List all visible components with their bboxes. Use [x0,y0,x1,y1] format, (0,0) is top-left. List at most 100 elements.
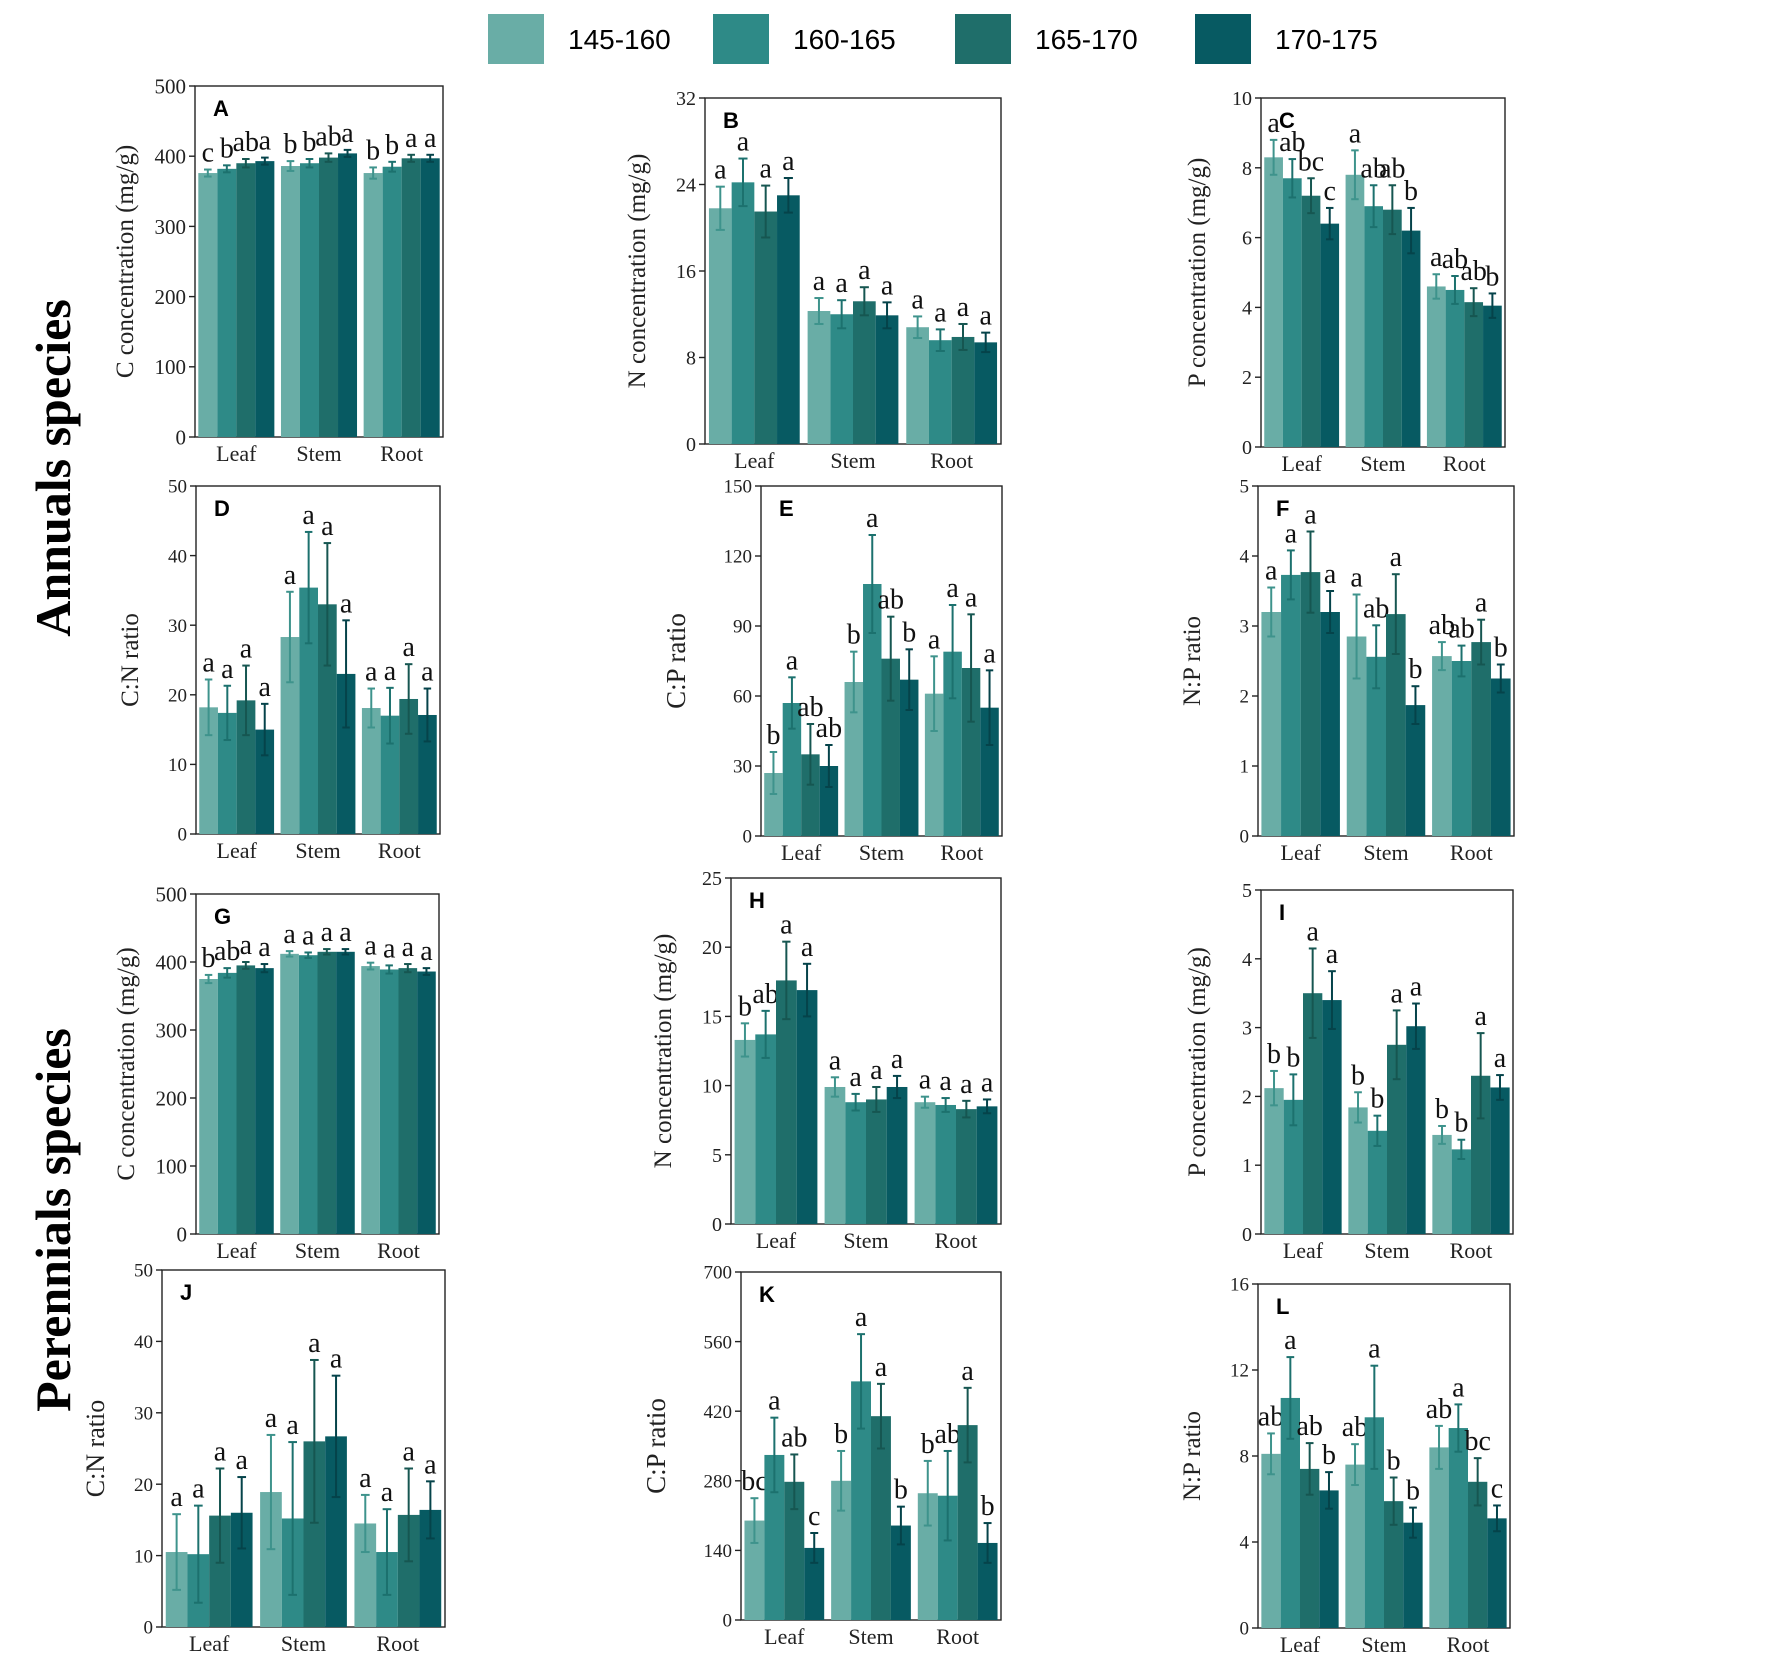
significance-letter: a [1494,1043,1507,1074]
y-tick-label: 400 [156,950,188,974]
y-tick-label: 0 [176,425,187,449]
bar-root-145-160 [1426,286,1446,447]
significance-letter: b [1322,1440,1336,1471]
y-tick-label: 6 [1242,228,1252,250]
significance-letter: b [1404,176,1418,207]
significance-letter: a [759,154,772,185]
y-tick-label: 2 [1242,1086,1252,1108]
y-tick-label: 500 [156,882,188,906]
x-category-label: Leaf [1283,1238,1324,1263]
y-tick-label: 4 [1242,297,1252,319]
significance-letter: a [919,1065,932,1096]
y-tick-label: 15 [702,1006,722,1028]
bar-stem-170-175 [336,951,355,1234]
bar-leaf-165-170 [1303,993,1323,1234]
significance-letter: b [1286,1042,1300,1073]
y-tick-label: 30 [733,757,752,778]
bar-root-170-175 [417,971,436,1234]
significance-letter: a [1390,978,1403,1009]
bar-stem-160-165 [845,1102,866,1224]
y-tick-label: 500 [155,74,187,98]
bar-stem-145-160 [807,311,831,444]
bar-leaf-165-170 [754,211,778,444]
significance-letter: a [286,1410,299,1441]
significance-letter: ab [1363,593,1389,624]
bar-leaf-165-170 [1301,195,1321,447]
significance-letter: c [808,1501,820,1532]
y-tick-label: 16 [1230,1275,1249,1296]
significance-letter: a [939,1066,952,1097]
y-tick-label: 3 [1240,617,1250,638]
bar-root-160-165 [380,715,400,834]
significance-letter: a [365,657,378,688]
significance-letter: a [302,500,315,531]
bar-stem-165-170 [1387,1044,1407,1234]
significance-letter: b [385,130,399,161]
significance-letter: a [849,1062,862,1093]
significance-letter: a [221,654,234,685]
bar-leaf-145-160 [764,773,783,836]
significance-letter: b [766,720,780,751]
x-category-label: Leaf [734,448,775,473]
bar-root-170-175 [980,707,999,836]
y-tick-label: 30 [168,616,187,637]
significance-letter: a [981,1067,994,1098]
bar-stem-160-165 [851,1381,871,1620]
bar-root-170-175 [977,1542,998,1620]
y-tick-label: 0 [177,1222,188,1246]
significance-letter: a [1410,972,1423,1003]
y-tick-label: 25 [702,868,722,890]
y-tick-label: 300 [156,1018,188,1042]
bar-root-160-165 [1451,661,1472,836]
y-tick-label: 0 [743,827,753,848]
significance-letter: bc [1464,1426,1490,1457]
significance-letter: a [330,1344,343,1375]
significance-letter: b [847,620,861,651]
y-tick-label: 5 [1242,880,1252,902]
bar-root-165-170 [1464,302,1484,447]
significance-letter: a [1326,939,1339,970]
significance-letter: a [235,1445,248,1476]
bar-root-170-175 [1490,1087,1510,1234]
significance-letter: ab [233,127,259,158]
bar-root-160-165 [382,166,402,438]
significance-letter: a [768,1386,781,1417]
bar-leaf-170-175 [255,161,275,437]
significance-letter: a [813,266,826,297]
significance-letter: a [259,126,272,157]
bar-leaf-145-160 [1261,612,1282,836]
y-tick-label: 20 [168,685,187,706]
bar-root-170-175 [418,714,437,834]
bar-stem-170-175 [899,679,919,836]
x-category-label: Stem [295,1238,340,1263]
significance-letter: a [381,1477,394,1508]
significance-letter: a [321,917,334,948]
legend-swatch-170-175 [1195,14,1251,64]
panel-letter: L [1276,1294,1289,1319]
panel-A: 0 100 200 300 400 500 C concentration (mg/g) Ac… [112,74,444,466]
bar-stem-170-175 [336,673,356,834]
significance-letter: ab [315,121,341,152]
y-axis-label: C:N ratio [117,613,144,707]
significance-letter: a [1390,542,1403,573]
bar-leaf-145-160 [744,1520,765,1620]
y-axis-label: P concentration (mg/g) [1184,947,1211,1177]
bar-stem-165-170 [871,1416,891,1620]
significance-letter: c [1491,1473,1503,1504]
y-tick-label: 0 [1240,1619,1250,1640]
bar-leaf-170-175 [819,766,839,836]
y-tick-label: 0 [712,1214,722,1236]
bar-leaf-170-175 [796,990,818,1224]
x-category-label: Root [1450,840,1493,865]
significance-letter: a [875,1352,888,1383]
x-category-label: Stem [1361,1632,1406,1657]
significance-letter: b [283,129,297,160]
x-category-label: Leaf [764,1624,805,1649]
significance-letter: a [961,1356,974,1387]
bar-stem-160-165 [299,163,319,437]
bar-root-165-170 [1471,1075,1491,1234]
